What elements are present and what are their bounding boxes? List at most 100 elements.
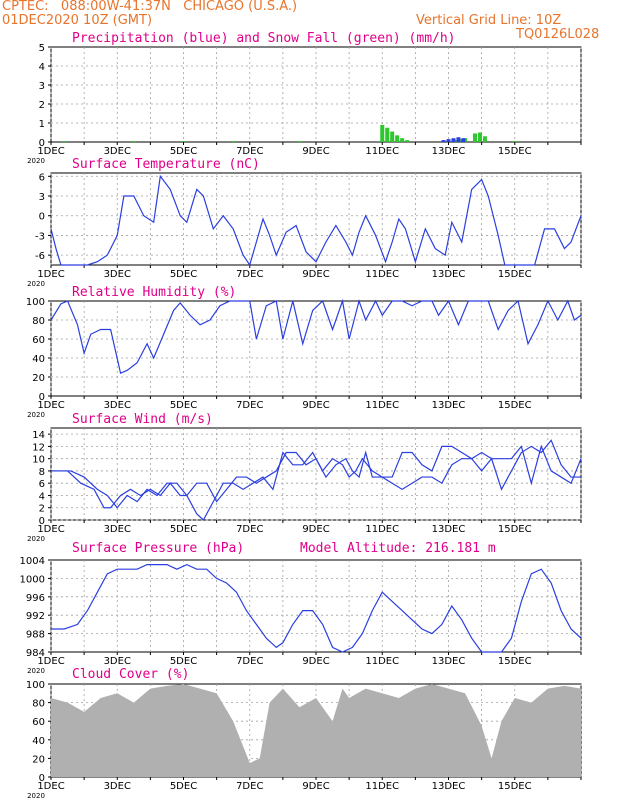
x-tick-label: 11DEC (365, 656, 399, 667)
y-tick-label: 12 (32, 442, 45, 453)
x-tick-label: 7DEC (236, 146, 263, 157)
x-tick-label: 9DEC (302, 146, 329, 157)
x-tick-label: 7DEC (236, 781, 263, 792)
x-tick-label: 3DEC (104, 146, 131, 157)
x-year-label: 2020 (27, 535, 45, 543)
x-tick-label: 15DEC (498, 656, 532, 667)
y-tick-label: 40 (32, 354, 45, 365)
x-tick-label: 3DEC (104, 269, 131, 280)
x-tick-label: 3DEC (104, 656, 131, 667)
y-tick-label: 60 (32, 335, 45, 346)
snow-bar (385, 127, 390, 142)
header-date: 01DEC2020 10Z (GMT) (2, 13, 153, 28)
y-tick-label: 1 (39, 119, 45, 130)
header-grid-note: Vertical Grid Line: 10Z (416, 13, 562, 28)
x-tick-label: 1DEC (37, 400, 64, 411)
snow-bar (400, 138, 405, 142)
y-tick-label: 0 (39, 516, 45, 527)
x-tick-label: 7DEC (236, 656, 263, 667)
panel-title: Relative Humidity (%) (72, 285, 236, 300)
x-tick-label: 1DEC (37, 656, 64, 667)
y-tick-label: 60 (32, 717, 45, 728)
snow-bar (390, 131, 395, 142)
precip-bar (461, 138, 466, 142)
y-tick-label: 4 (39, 491, 45, 502)
x-tick-label: 7DEC (236, 524, 263, 535)
x-tick-label: 9DEC (302, 400, 329, 411)
x-tick-label: 5DEC (170, 146, 197, 157)
panel-subtitle: Model Altitude: 216.181 m (300, 541, 496, 556)
y-tick-label: 20 (32, 754, 45, 765)
y-tick-label: 988 (26, 630, 45, 641)
x-tick-label: 1DEC (37, 781, 64, 792)
x-tick-label: 1DEC (37, 269, 64, 280)
snow-bar (482, 136, 487, 142)
y-tick-label: 0 (39, 392, 45, 403)
x-tick-label: 1DEC (37, 524, 64, 535)
y-tick-label: -3 (35, 231, 45, 242)
y-tick-label: 984 (26, 648, 45, 659)
x-tick-label: 9DEC (302, 656, 329, 667)
panel-title: Precipitation (blue) and Snow Fall (gree… (72, 31, 456, 46)
y-tick-label: 20 (32, 373, 45, 384)
y-tick-label: 1000 (20, 574, 45, 585)
x-tick-label: 13DEC (432, 269, 466, 280)
y-tick-label: 0 (39, 773, 45, 784)
y-tick-label: 100 (26, 680, 45, 691)
x-tick-label: 15DEC (498, 524, 532, 535)
x-year-label: 2020 (27, 411, 45, 419)
y-tick-label: 996 (26, 593, 45, 604)
y-tick-label: 8 (39, 467, 45, 478)
x-tick-label: 9DEC (302, 524, 329, 535)
x-tick-label: 13DEC (432, 524, 466, 535)
x-tick-label: 13DEC (432, 781, 466, 792)
data-line (51, 563, 582, 653)
snow-bar (181, 141, 186, 142)
snow-bar (395, 135, 400, 142)
x-tick-label: 3DEC (104, 781, 131, 792)
precip-bar (446, 139, 451, 142)
y-tick-label: 100 (26, 297, 45, 308)
data-line (50, 298, 582, 375)
x-tick-label: 15DEC (498, 400, 532, 411)
panel-title: Surface Pressure (hPa) (72, 541, 244, 556)
x-tick-label: 5DEC (170, 656, 197, 667)
y-tick-label: 80 (32, 316, 45, 327)
x-tick-label: 13DEC (432, 400, 466, 411)
precip-bar (451, 138, 456, 142)
x-tick-label: 13DEC (432, 146, 466, 157)
x-tick-label: 15DEC (498, 146, 532, 157)
y-tick-label: 10 (32, 455, 45, 466)
x-year-label: 2020 (27, 792, 45, 800)
header-code: TQ0126L028 (516, 27, 600, 42)
x-tick-label: 7DEC (236, 400, 263, 411)
y-tick-label: 14 (32, 430, 45, 441)
y-tick-label: 0 (39, 212, 45, 223)
panel-title: Cloud Cover (%) (72, 667, 189, 682)
snow-bar (380, 124, 385, 142)
snow-bar (62, 141, 67, 142)
x-tick-label: 9DEC (302, 781, 329, 792)
y-tick-label: 3 (39, 192, 45, 203)
header-station: CPTEC: 088:00W-41:37N CHICAGO (U.S.A.) (2, 0, 298, 14)
precip-bar (441, 140, 446, 142)
y-tick-label: 40 (32, 736, 45, 747)
y-tick-label: 6 (39, 479, 45, 490)
y-tick-label: 80 (32, 699, 45, 710)
y-tick-label: 6 (39, 172, 45, 183)
x-tick-label: 11DEC (365, 269, 399, 280)
snow-bar (512, 141, 517, 142)
y-tick-label: 2 (39, 100, 45, 111)
x-tick-label: 1DEC (37, 146, 64, 157)
snow-bar (405, 140, 410, 142)
x-tick-label: 7DEC (236, 269, 263, 280)
y-tick-label: 0 (39, 138, 45, 149)
data-line (50, 174, 582, 267)
snow-bar (231, 141, 236, 142)
x-tick-label: 11DEC (365, 524, 399, 535)
x-tick-label: 13DEC (432, 656, 466, 667)
x-tick-label: 3DEC (104, 400, 131, 411)
snow-bar (131, 141, 136, 142)
y-tick-label: 5 (39, 43, 45, 54)
